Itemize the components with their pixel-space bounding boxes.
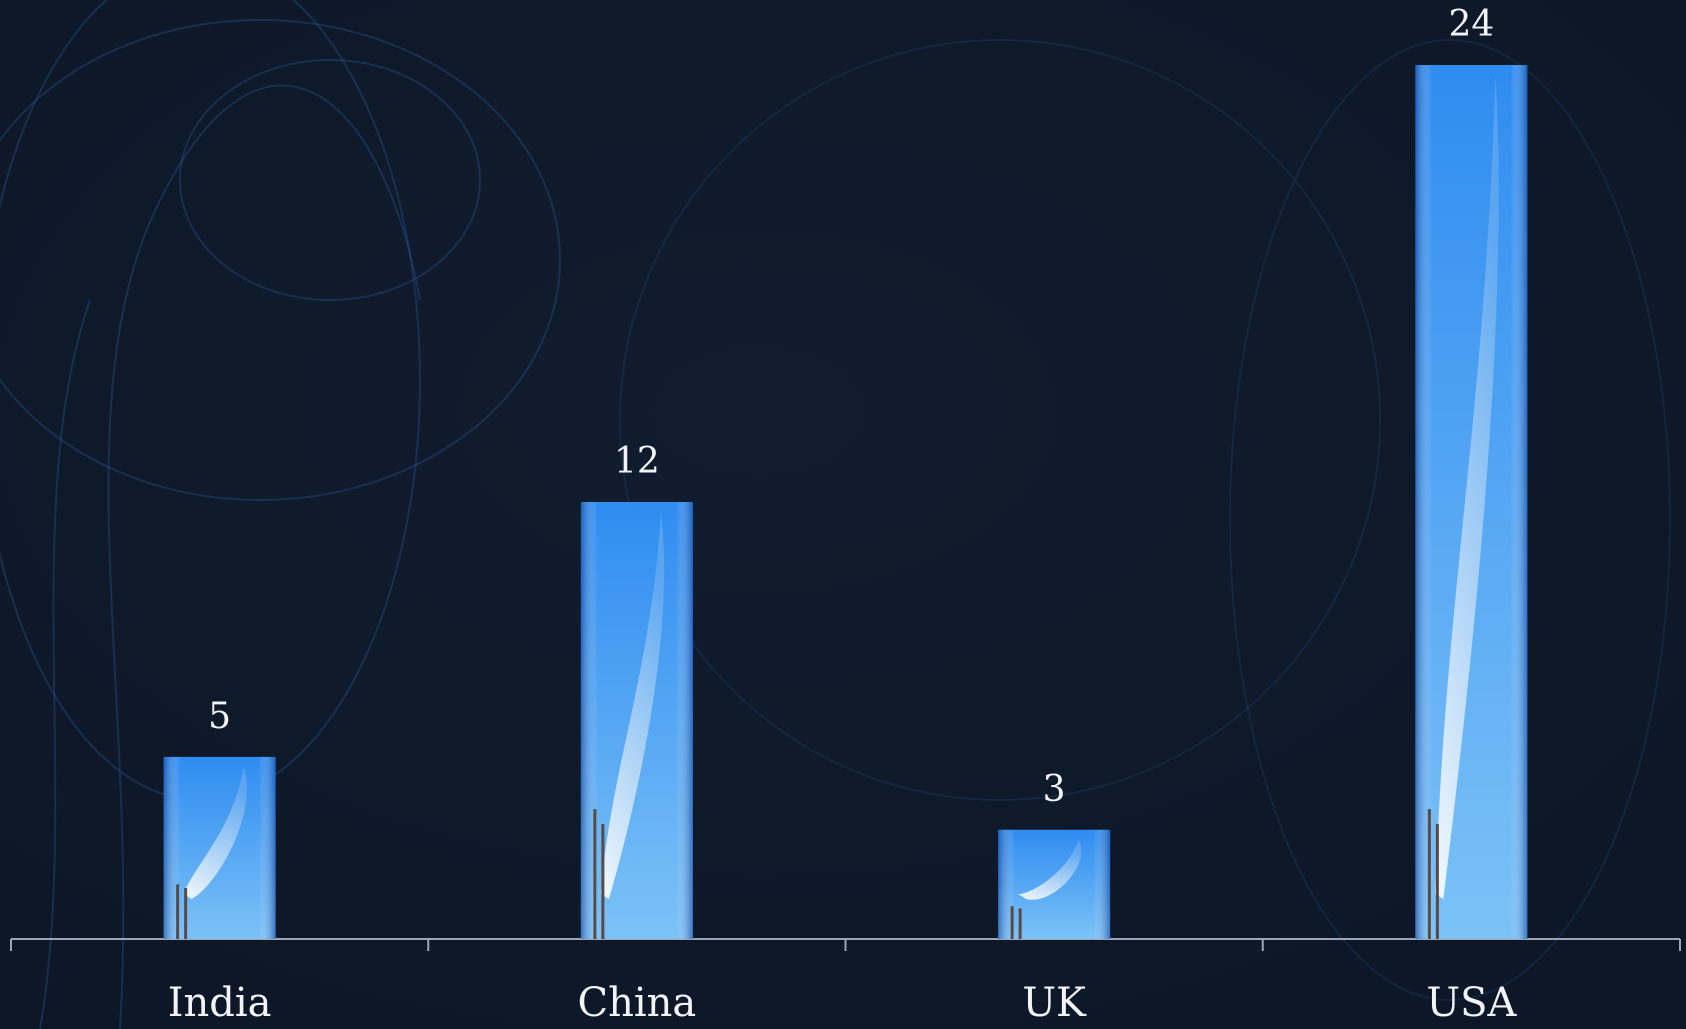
bar-smoke: [183, 766, 247, 899]
x-tick-label: India: [168, 980, 272, 1026]
value-label: 24: [1448, 4, 1494, 45]
plot: 5 India 12 China 3 UK 24 USA: [10, 4, 1681, 1026]
bar-smoke: [1435, 75, 1499, 899]
x-tick-label: USA: [1426, 980, 1517, 1026]
x-tick-label: UK: [1022, 980, 1087, 1026]
value-label: 12: [614, 441, 660, 482]
value-label: 5: [208, 696, 231, 737]
value-label: 3: [1043, 769, 1066, 810]
bar-smoke: [600, 512, 665, 899]
x-tick-label: China: [577, 980, 696, 1026]
bar-smoke: [1018, 839, 1082, 900]
